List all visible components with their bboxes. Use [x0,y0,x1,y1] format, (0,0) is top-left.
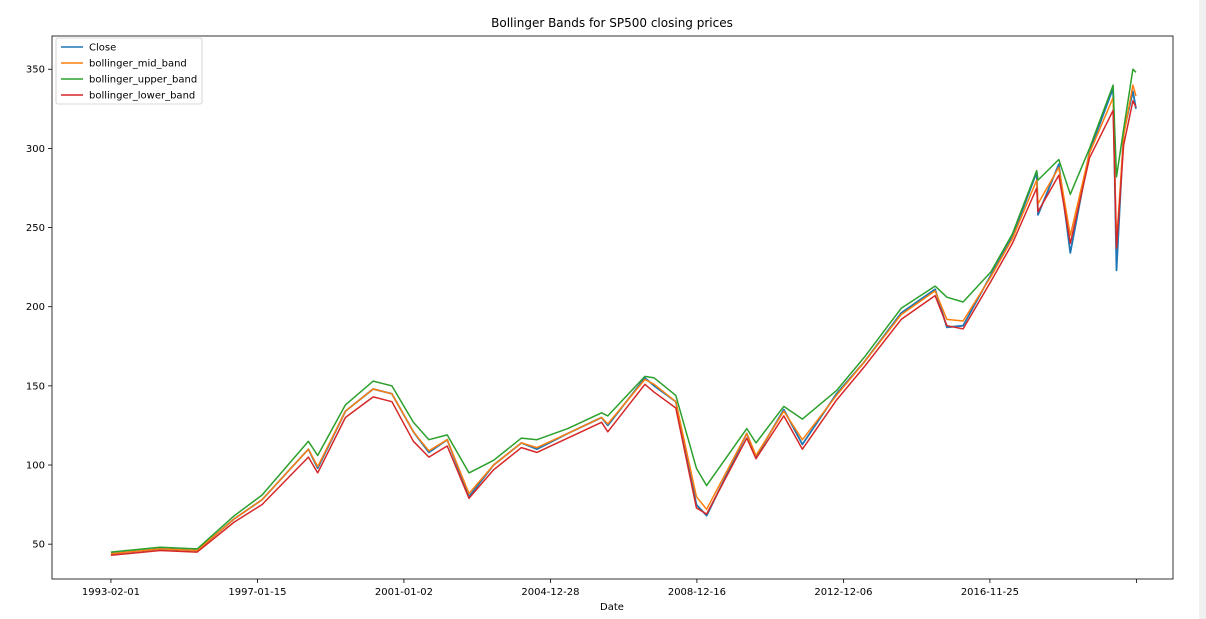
legend-label: bollinger_mid_band [89,59,187,70]
series-line-bollinger-upper-band [110,68,1137,553]
x-tick-label: 1997-01-15 [228,587,286,598]
x-tick-label: 2004-12-28 [521,587,579,598]
y-tick-label: 200 [26,302,45,313]
legend-label: bollinger_lower_band [89,91,195,102]
x-axis-label: Date [600,602,624,613]
legend-label: Close [89,43,116,54]
y-tick-label: 300 [26,144,45,155]
plot-frame [51,35,1174,580]
chart-title: Bollinger Bands for SP500 closing prices [491,16,733,30]
x-tick-label: 2012-12-06 [814,587,872,598]
legend: Close bollinger_mid_band bollinger_upper_b… [55,37,203,105]
x-axis: 1993-02-01 1997-01-15 2001-01-02 2004-12-28… [82,579,1137,598]
y-tick-label: 100 [26,461,45,472]
y-tick-label: 50 [32,540,45,551]
x-tick-label: 2008-12-16 [668,587,726,598]
legend-box [55,37,203,105]
x-tick-label: 1993-02-01 [82,587,140,598]
y-tick-label: 150 [26,381,45,392]
x-tick-label: 2001-01-02 [375,587,433,598]
series-line-bollinger-lower-band [110,100,1137,557]
legend-label: bollinger_upper_band [89,75,197,86]
scrollbar-track[interactable] [1199,0,1206,619]
y-tick-label: 350 [26,65,45,76]
series-line-bollinger-mid-band [110,84,1137,555]
y-tick-label: 250 [26,223,45,234]
x-tick-label: 2016-11-25 [961,587,1019,598]
series-layer [110,68,1137,557]
series-line-close [110,87,1137,555]
y-axis: 50 100 150 200 250 300 350 [26,65,52,551]
